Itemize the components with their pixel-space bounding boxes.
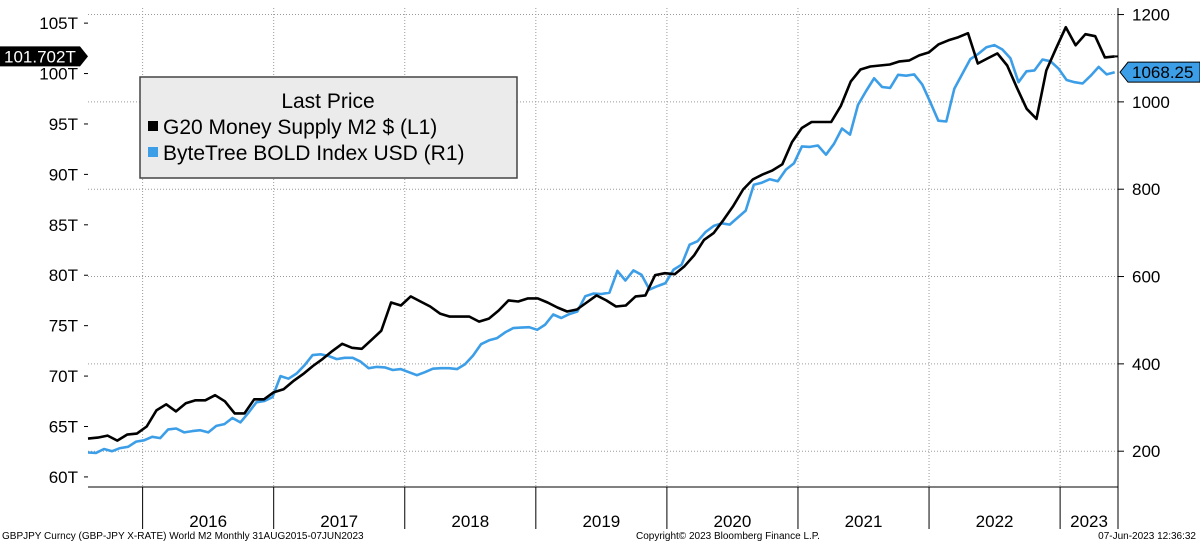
right-tick-label: 1200 [1132, 6, 1170, 25]
left-tick-label: 105T [39, 14, 78, 33]
legend-swatch-bold [148, 147, 158, 157]
year-label: 2022 [976, 512, 1014, 530]
series-line-bold [87, 43, 1116, 455]
grid [88, 8, 1118, 487]
legend: Last Price G20 Money Supply M2 $ (L1) Byte… [139, 76, 518, 179]
right-tick-label: 200 [1132, 442, 1160, 461]
series-line-m2 [87, 25, 1115, 442]
year-label: 2020 [714, 512, 752, 530]
right-last-value-label: 1068.25 [1132, 63, 1193, 82]
legend-swatch-m2 [148, 121, 158, 131]
right-last-value-tag [1119, 61, 1200, 83]
right-tick-label: 400 [1132, 355, 1160, 374]
year-label: 2018 [451, 512, 489, 530]
series-lines [87, 25, 1116, 455]
footer-timestamp: 07-Jun-2023 12:36:32 [1098, 531, 1196, 542]
left-tick-label: 70T [49, 367, 78, 386]
left-tick-label: 95T [49, 115, 78, 134]
year-label: 2019 [582, 512, 620, 530]
right-tick-label: 1000 [1132, 93, 1170, 112]
left-tick-label: 75T [49, 317, 78, 336]
x-axis-labels: 2016 2017 2018 2019 2020 2021 2022 2023 [142, 487, 1108, 530]
left-tick-label: 90T [49, 165, 78, 184]
last-value-labels: 101.702T 1068.25 [0, 46, 1200, 83]
year-label: 2017 [320, 512, 358, 530]
left-last-value-label: 101.702T [4, 47, 76, 66]
right-tick-label: 800 [1132, 180, 1160, 199]
chart: 60T 65T 70T 75T 80T 85T 90T 95T 100T 105T 200 400 6… [0, 6, 1200, 530]
left-axis-ticks: 60T 65T 70T 75T 80T 85T 90T 95T 100T 105T [39, 14, 88, 487]
legend-title: Last Price [281, 90, 374, 113]
left-tick-label: 65T [49, 417, 78, 436]
footer-copyright: Copyright© 2023 Bloomberg Finance L.P. [636, 531, 820, 542]
left-tick-label: 80T [49, 266, 78, 285]
right-tick-label: 600 [1132, 268, 1160, 287]
left-tick-label: 85T [49, 216, 78, 235]
legend-box [139, 76, 518, 179]
legend-entry-bold: ByteTree BOLD Index USD (R1) [163, 142, 465, 165]
left-last-value-tag [0, 46, 88, 67]
left-tick-label: 60T [49, 468, 78, 487]
footer-source: GBPJPY Curncy (GBP-JPY X-RATE) World M2 … [2, 531, 364, 542]
year-label: 2016 [189, 512, 227, 530]
year-label: 2021 [845, 512, 883, 530]
year-label: 2023 [1070, 512, 1108, 530]
plot-border [88, 8, 1119, 529]
left-tick-label: 100T [39, 65, 78, 84]
legend-entry-m2: G20 Money Supply M2 $ (L1) [163, 116, 437, 139]
right-axis-ticks: 200 400 600 800 1000 1200 [1118, 6, 1170, 461]
